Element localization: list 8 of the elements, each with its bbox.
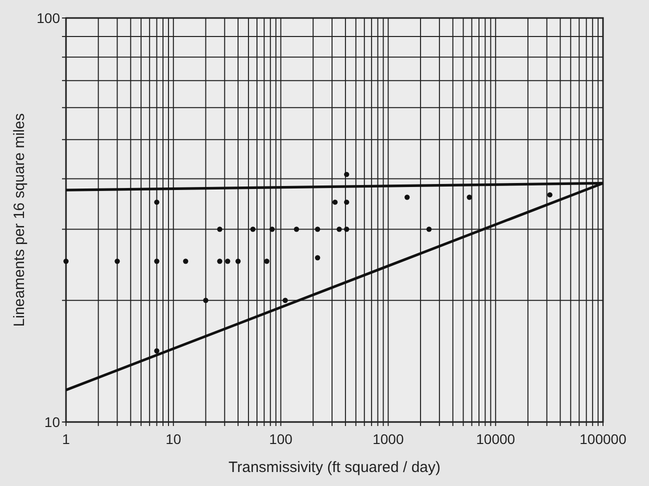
x-tick-label: 1 — [62, 431, 70, 447]
x-tick-label: 100000 — [580, 431, 627, 447]
x-tick-label: 10 — [166, 431, 182, 447]
y-axis-title: Lineaments per 16 square miles — [11, 113, 28, 327]
x-tick-label: 100 — [269, 431, 293, 447]
x-axis-title: Transmissivity (ft squared / day) — [228, 459, 441, 476]
x-tick-label: 1000 — [372, 431, 404, 447]
x-tick-label: 10000 — [476, 431, 516, 447]
